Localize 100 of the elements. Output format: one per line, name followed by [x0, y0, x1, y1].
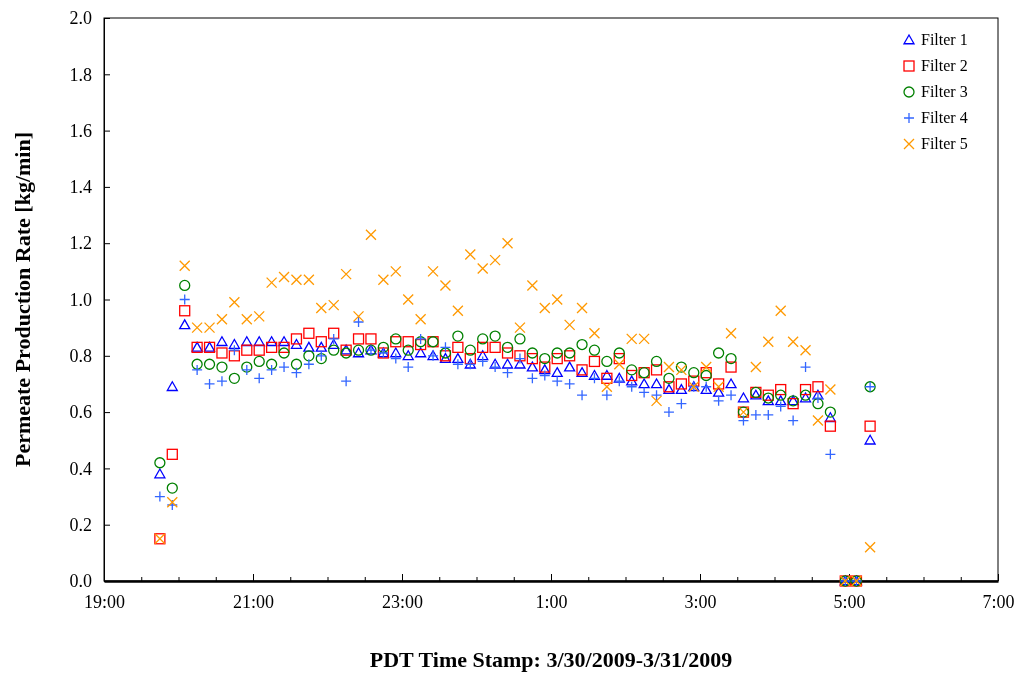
point — [278, 271, 290, 283]
point — [439, 341, 452, 354]
point — [464, 248, 476, 261]
point — [501, 367, 514, 379]
point — [328, 344, 340, 356]
point — [265, 341, 278, 354]
point — [216, 375, 228, 387]
point — [278, 347, 290, 359]
point — [265, 336, 278, 347]
point — [216, 313, 228, 325]
y-tick-label: 0.6 — [69, 402, 92, 423]
point — [464, 344, 476, 356]
point — [588, 344, 601, 356]
point — [390, 265, 402, 277]
point — [812, 414, 824, 427]
point — [539, 352, 551, 365]
point — [725, 378, 737, 389]
point — [514, 333, 526, 345]
point — [328, 338, 340, 349]
point — [526, 352, 539, 365]
point — [464, 352, 476, 365]
point — [265, 364, 278, 376]
point — [787, 414, 799, 427]
point — [688, 367, 700, 379]
point — [352, 310, 365, 323]
y-tick-label: 1.8 — [69, 64, 92, 85]
point — [179, 279, 191, 292]
point — [588, 327, 601, 339]
point — [812, 389, 824, 400]
point — [812, 392, 824, 404]
point — [576, 302, 588, 314]
point — [762, 409, 774, 421]
point — [613, 347, 625, 359]
point — [675, 383, 688, 394]
point — [203, 358, 216, 370]
point — [551, 293, 563, 306]
point — [303, 358, 315, 370]
y-axis-title: Permeate Production Rate [kg/min] — [10, 131, 35, 468]
point — [402, 344, 414, 356]
x-axis-title: PDT Time Stamp: 3/30/2009-3/31/2009 — [369, 647, 733, 672]
point — [526, 347, 539, 359]
point — [563, 361, 576, 372]
legend-label: Filter 3 — [921, 83, 968, 100]
point — [216, 336, 228, 347]
point — [725, 327, 737, 339]
point — [191, 358, 203, 370]
point — [265, 358, 278, 370]
point — [166, 482, 178, 494]
point — [613, 358, 625, 370]
point — [725, 352, 737, 365]
point — [824, 448, 837, 460]
point — [551, 375, 563, 387]
point — [824, 406, 837, 418]
point — [303, 327, 315, 339]
point — [365, 229, 377, 241]
point — [402, 350, 414, 361]
point — [563, 319, 576, 331]
point — [775, 383, 787, 396]
y-tick-label: 0.0 — [69, 571, 92, 592]
point — [365, 333, 377, 345]
y-tick-label: 1.6 — [69, 120, 92, 141]
point — [154, 468, 166, 479]
point — [290, 358, 303, 370]
point — [390, 352, 402, 365]
point — [526, 279, 539, 292]
x-tick-label: 19:00 — [83, 591, 126, 612]
point — [489, 254, 501, 266]
point — [477, 262, 489, 275]
point — [278, 361, 290, 373]
point — [864, 541, 876, 553]
point — [489, 330, 501, 342]
point — [352, 333, 365, 345]
point — [278, 341, 290, 354]
point — [539, 302, 551, 314]
point — [216, 361, 228, 373]
point — [377, 341, 390, 354]
point — [179, 293, 191, 306]
point — [750, 409, 762, 421]
point — [712, 347, 725, 359]
point — [613, 352, 625, 365]
point — [613, 375, 625, 387]
point — [402, 361, 414, 373]
point — [626, 369, 638, 382]
point — [638, 378, 650, 389]
point — [452, 352, 464, 364]
x-tick-label: 3:00 — [684, 591, 717, 612]
point — [626, 364, 638, 376]
point — [824, 420, 837, 432]
y-tick-label: 0.8 — [69, 346, 92, 367]
point — [241, 336, 253, 347]
x-tick-label: 23:00 — [381, 591, 424, 612]
point — [526, 372, 539, 384]
point — [340, 268, 352, 280]
legend-label: Filter 1 — [921, 31, 968, 48]
point — [452, 358, 464, 370]
point — [228, 296, 241, 308]
point — [712, 395, 725, 407]
point — [166, 448, 178, 460]
point — [812, 398, 824, 410]
point — [526, 361, 539, 372]
